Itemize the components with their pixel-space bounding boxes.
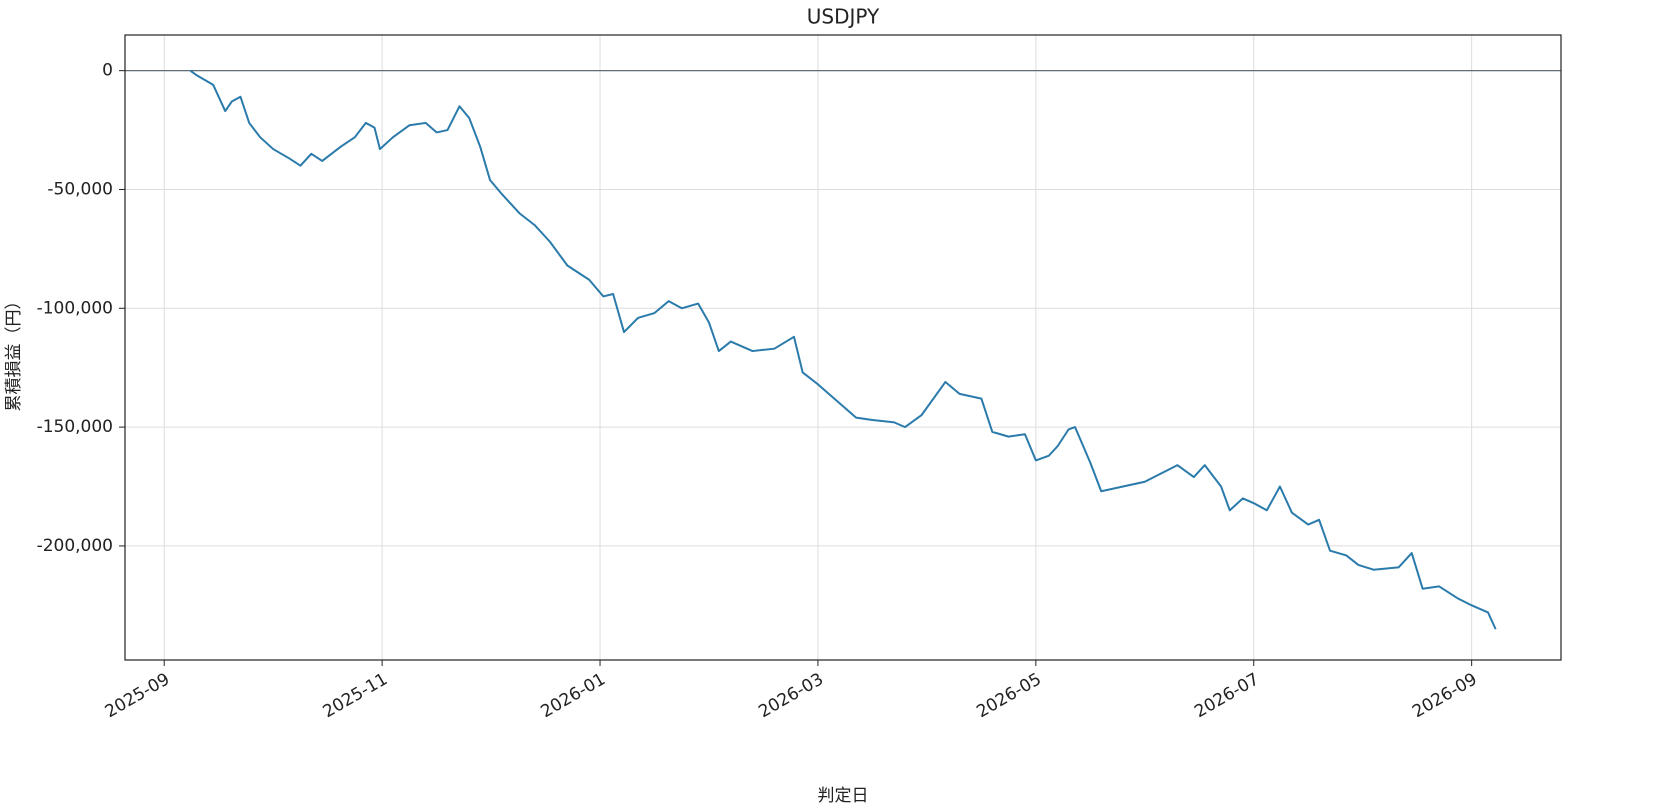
data-line — [189, 69, 1497, 630]
x-tick-label: 2026-03 — [755, 669, 827, 722]
y-axis-label: 累積損益（円） — [4, 293, 24, 412]
plot-frame — [124, 34, 1562, 661]
x-tick-label: 2026-09 — [1409, 669, 1481, 722]
y-tick-label: 0 — [102, 61, 113, 81]
chart-title: USDJPY — [807, 5, 880, 29]
x-tick-label: 2025-11 — [320, 669, 392, 722]
y-tick-label: -150,000 — [37, 417, 113, 437]
x-tick-label: 2026-07 — [1191, 669, 1263, 722]
y-tick-label: -200,000 — [37, 536, 113, 556]
x-tick-label: 2026-01 — [538, 669, 610, 722]
y-tick-label: -100,000 — [37, 298, 113, 318]
x-tick-label: 2026-05 — [973, 669, 1045, 722]
y-tick-label: -50,000 — [47, 179, 113, 199]
x-tick-label: 2025-09 — [102, 669, 174, 722]
x-axis-label: 判定日 — [818, 786, 869, 806]
